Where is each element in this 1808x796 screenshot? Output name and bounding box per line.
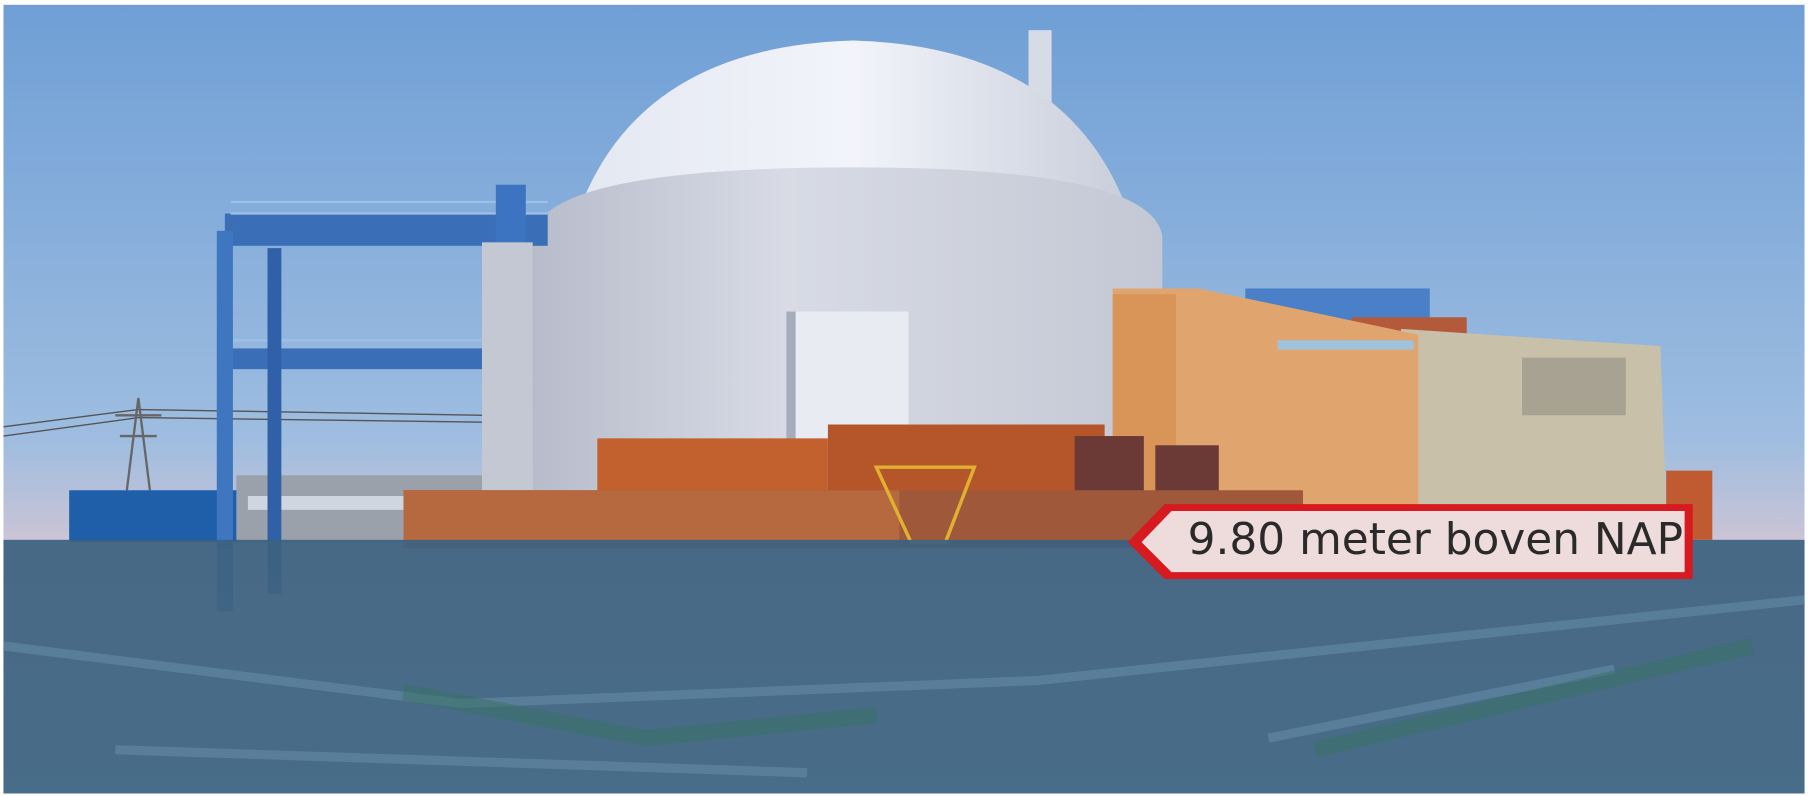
callout: 9.80 meter boven NAP bbox=[1127, 504, 1693, 580]
callout-text: 9.80 meter boven NAP bbox=[1188, 514, 1683, 565]
water bbox=[2, 539, 1806, 794]
